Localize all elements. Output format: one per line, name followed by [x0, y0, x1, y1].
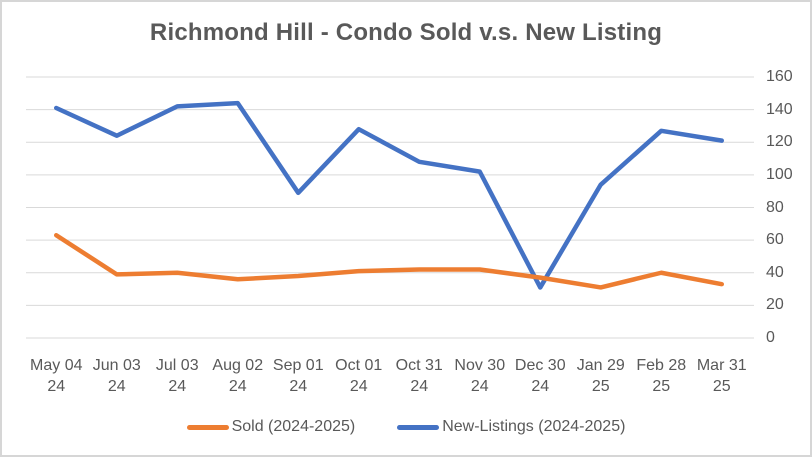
series-line-new-listings: [54, 100, 724, 290]
legend-label-new-listings: New-Listings (2024-2025): [442, 418, 626, 435]
legend-item-sold: Sold (2024-2025): [186, 418, 356, 435]
series-line-sold: [54, 232, 724, 290]
sold-line-swatch: [186, 424, 229, 430]
chart-title: Richmond Hill - Condo Sold v.s. New List…: [149, 19, 663, 46]
new-listings-line-swatch: [397, 424, 440, 430]
legend-label-sold: Sold (2024-2025): [231, 418, 356, 435]
legend: Sold (2024-2025) New-Listings (2024-2025…: [2, 419, 810, 435]
legend-item-new-listings: New-Listings (2024-2025): [397, 419, 625, 435]
